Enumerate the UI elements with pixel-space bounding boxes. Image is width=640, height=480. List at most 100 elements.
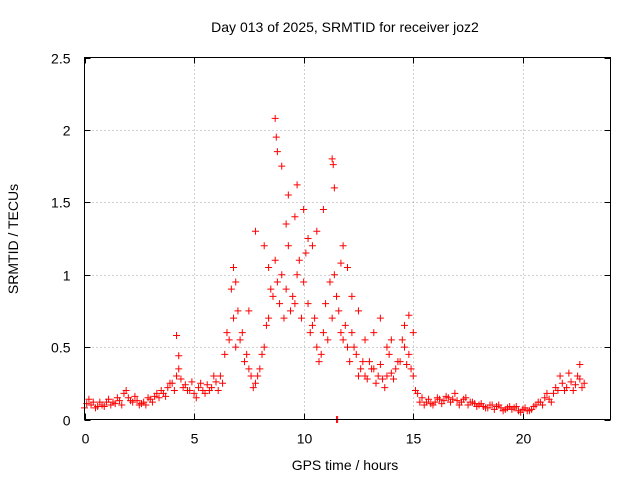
data-point (175, 352, 183, 360)
data-point (565, 369, 573, 377)
data-point (293, 271, 301, 279)
data-point (201, 389, 209, 397)
data-point (578, 384, 586, 392)
data-point (170, 387, 178, 395)
data-point (232, 278, 240, 286)
data-point (300, 278, 308, 286)
data-point (245, 307, 253, 315)
data-point (335, 307, 343, 315)
data-point (162, 392, 170, 400)
data-point (438, 400, 446, 408)
data-point (105, 395, 113, 403)
data-point (322, 300, 330, 308)
data-point (267, 285, 275, 293)
data-point (541, 394, 549, 402)
data-point (499, 407, 507, 415)
data-point (357, 365, 365, 373)
data-point (280, 314, 288, 322)
data-point (383, 372, 391, 380)
gridlines (84, 57, 611, 420)
data-point (495, 401, 503, 409)
data-point (223, 329, 231, 337)
data-point (477, 400, 485, 408)
data-point (251, 227, 259, 235)
data-point (219, 379, 227, 387)
data-point (319, 329, 327, 337)
data-point (359, 358, 367, 366)
data-point (287, 307, 295, 315)
data-point (177, 375, 185, 383)
x-axis-label: GPS time / hours (292, 457, 399, 473)
data-point (271, 114, 279, 122)
data-point (127, 397, 135, 405)
data-point (271, 256, 279, 264)
data-point (328, 314, 336, 322)
data-point (265, 263, 273, 271)
data-point (400, 343, 408, 351)
data-point (400, 321, 408, 329)
data-point (574, 372, 582, 380)
data-point (405, 311, 413, 319)
data-point (403, 360, 411, 368)
data-point (329, 161, 337, 169)
y-tick-label: 1 (63, 268, 71, 284)
data-point (539, 401, 547, 409)
data-point (308, 321, 316, 329)
data-point (236, 336, 244, 344)
data-point (258, 350, 266, 358)
data-point (304, 235, 312, 242)
data-point (379, 375, 387, 383)
data-point (308, 242, 316, 250)
data-point (247, 372, 255, 380)
y-tick-label: 0.5 (51, 340, 71, 356)
data-point (442, 392, 450, 400)
data-point (370, 329, 378, 337)
y-tick-label: 2.5 (51, 51, 71, 67)
data-point (188, 378, 196, 386)
x-axis-ticks: 0 5 10 15 20 (82, 57, 531, 447)
y-axis-ticks: 0 0.5 1 1.5 2 2.5 (51, 51, 611, 429)
plot-frame (84, 57, 611, 420)
data-point (433, 394, 441, 402)
data-point (203, 381, 211, 389)
x-tick-label: 10 (297, 431, 313, 447)
data-point (376, 314, 384, 322)
data-point (341, 321, 349, 329)
data-point (300, 206, 308, 214)
data-point (317, 350, 325, 358)
data-point (569, 387, 577, 395)
data-point (144, 394, 152, 402)
data-point (365, 358, 373, 366)
data-point (192, 394, 200, 402)
data-point (486, 401, 494, 409)
data-point (460, 395, 468, 403)
data-point (251, 379, 259, 387)
data-point (387, 369, 395, 377)
data-point (109, 398, 117, 406)
data-point (330, 184, 338, 192)
data-point (166, 379, 174, 387)
data-point (324, 336, 332, 344)
data-point (194, 384, 202, 392)
data-point (148, 398, 156, 406)
data-point (221, 350, 229, 358)
data-point (122, 387, 130, 395)
data-point (254, 372, 262, 380)
data-point (420, 401, 428, 409)
data-point (468, 398, 476, 406)
data-point (547, 398, 555, 406)
data-point (550, 389, 558, 397)
data-point (429, 401, 437, 409)
data-point (372, 379, 380, 387)
data-point (571, 381, 579, 389)
data-point (392, 365, 400, 373)
data-point (344, 343, 351, 351)
data-point (315, 358, 323, 366)
data-point (260, 242, 268, 250)
data-point (394, 358, 402, 366)
data-point (405, 350, 413, 358)
data-point (273, 278, 281, 286)
data-point (297, 314, 305, 322)
y-tick-label: 1.5 (51, 195, 71, 211)
